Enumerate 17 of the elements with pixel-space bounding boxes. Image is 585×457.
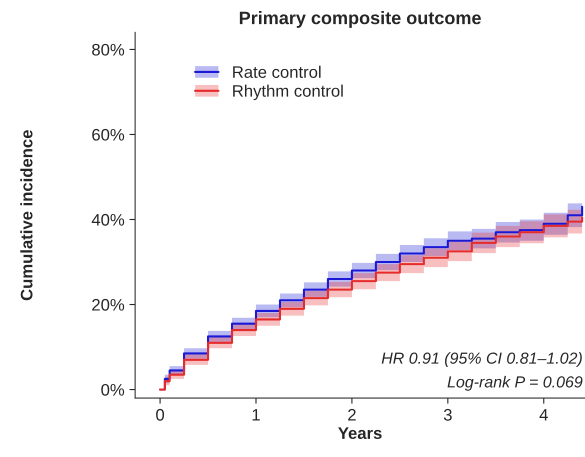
x-tick-label: 3 (444, 408, 452, 421)
y-tick-label: 20% (92, 298, 124, 311)
x-tick-label: 0 (156, 408, 164, 421)
y-tick-label: 60% (92, 128, 124, 141)
y-tick-label: 40% (92, 214, 124, 226)
y-tick-label: 0% (101, 384, 124, 396)
chart-title: Primary composite outcome (240, 11, 481, 28)
legend-label: Rhythm control (233, 84, 343, 100)
legend-label: Rate control (233, 66, 321, 78)
annotation: HR 0.91 (95% CI 0.81–1.02) (382, 352, 582, 367)
x-axis-title: Years (338, 427, 382, 440)
x-tick-label: 1 (252, 409, 260, 421)
x-tick-label: 4 (540, 409, 548, 421)
y-axis-title: Cumulative incidence (20, 130, 33, 300)
annotation: Log-rank P = 0.069 (448, 376, 582, 391)
y-tick-label: 80% (92, 44, 124, 56)
x-tick-label: 2 (348, 408, 356, 421)
